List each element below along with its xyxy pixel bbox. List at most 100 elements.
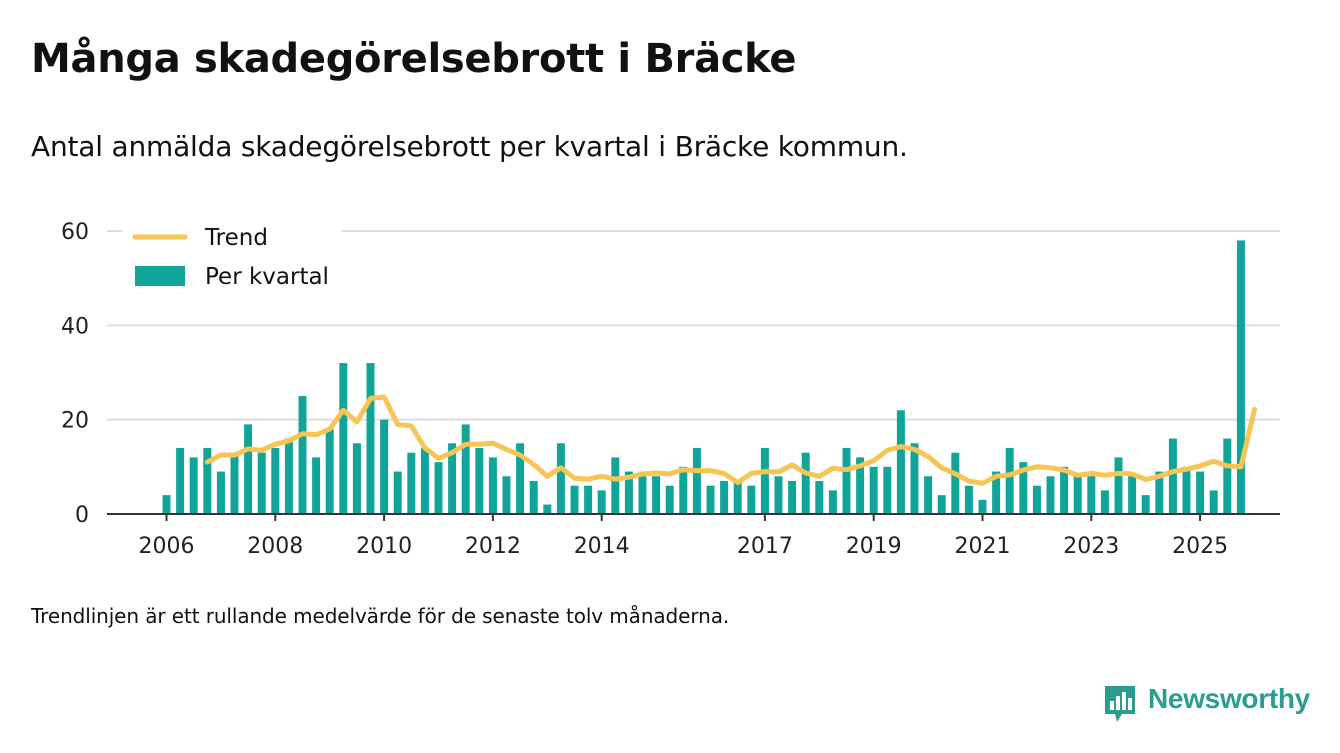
bar xyxy=(815,480,824,514)
bar xyxy=(244,424,253,514)
bar xyxy=(162,495,171,514)
bar xyxy=(1073,476,1082,514)
bar xyxy=(203,447,212,514)
bar xyxy=(543,504,552,514)
bar xyxy=(1128,476,1137,514)
bar xyxy=(1019,462,1028,514)
x-axis-ticks: 2006 2008 2010 2012 2014 2017 2019 2021 2023 2025 xyxy=(139,514,1228,559)
bar xyxy=(1032,485,1041,514)
bar xyxy=(801,452,810,514)
x-tick-label: 2014 xyxy=(574,534,630,559)
bar xyxy=(951,452,960,514)
bar xyxy=(298,396,307,514)
bar xyxy=(230,452,239,514)
bar xyxy=(611,457,620,514)
bar xyxy=(828,490,837,514)
bar xyxy=(856,457,865,514)
bar xyxy=(597,490,606,514)
trend-line xyxy=(204,394,1257,486)
y-tick-label: 40 xyxy=(61,314,89,339)
y-tick-label: 0 xyxy=(75,503,89,528)
x-tick-label: 2021 xyxy=(955,534,1011,559)
bar xyxy=(420,447,429,514)
legend-bar-swatch xyxy=(135,266,185,286)
newsworthy-logo: Newsworthy xyxy=(1103,683,1313,725)
bar xyxy=(760,447,769,514)
bar xyxy=(964,485,973,514)
bar xyxy=(665,485,674,514)
legend: Trend Per kvartal xyxy=(122,222,342,298)
bar xyxy=(842,447,851,514)
bar xyxy=(516,443,525,514)
legend-trend-label: Trend xyxy=(204,225,268,251)
bar xyxy=(1046,476,1055,514)
bar xyxy=(393,471,402,514)
legend-bar-label: Per kvartal xyxy=(205,264,329,290)
y-axis-ticks: 0 20 40 60 xyxy=(61,220,89,528)
bar xyxy=(584,485,593,514)
bar xyxy=(434,462,443,514)
x-tick-label: 2010 xyxy=(356,534,412,559)
bar xyxy=(189,457,198,514)
bar xyxy=(692,447,701,514)
chart: 0 20 40 60 2006 2008 2010 2012 2014 2017 2019 2021… xyxy=(61,220,1280,559)
bar xyxy=(624,471,633,514)
bar xyxy=(788,480,797,514)
bar xyxy=(1005,447,1014,514)
bar xyxy=(271,447,280,514)
bar xyxy=(1100,490,1109,514)
bar xyxy=(448,443,457,514)
bar xyxy=(1182,466,1191,514)
y-tick-label: 60 xyxy=(61,220,89,245)
x-tick-label: 2012 xyxy=(465,534,521,559)
bar xyxy=(284,438,293,514)
bar xyxy=(380,419,389,514)
bar xyxy=(475,447,484,514)
bar xyxy=(1223,438,1232,514)
bar xyxy=(556,443,565,514)
bar xyxy=(774,476,783,514)
bar xyxy=(869,466,878,514)
bar xyxy=(1236,240,1245,514)
x-tick-label: 2025 xyxy=(1172,534,1228,559)
footnote: Trendlinjen är ett rullande medelvärde f… xyxy=(31,604,730,628)
bar xyxy=(733,480,742,514)
bar-series xyxy=(162,240,1245,514)
bar xyxy=(638,476,647,514)
newsworthy-logo-icon xyxy=(1105,686,1135,722)
bar xyxy=(176,447,185,514)
bar xyxy=(1114,457,1123,514)
bar xyxy=(570,485,579,514)
x-tick-label: 2023 xyxy=(1063,534,1119,559)
bar xyxy=(910,443,919,514)
bar xyxy=(1141,495,1150,514)
x-tick-label: 2019 xyxy=(846,534,902,559)
bar xyxy=(992,471,1001,514)
chart-title: Många skadegörelsebrott i Bräcke xyxy=(31,36,797,82)
bar xyxy=(407,452,416,514)
chart-subtitle: Antal anmälda skadegörelsebrott per kvar… xyxy=(31,130,908,163)
bar xyxy=(352,443,361,514)
bar xyxy=(325,429,334,514)
x-tick-label: 2008 xyxy=(247,534,303,559)
bar xyxy=(1209,490,1218,514)
bar xyxy=(216,471,225,514)
bar xyxy=(461,424,470,514)
bar xyxy=(883,466,892,514)
bar xyxy=(1087,476,1096,514)
bar xyxy=(1060,466,1069,514)
bar xyxy=(366,363,375,514)
bar xyxy=(924,476,933,514)
bar xyxy=(720,480,729,514)
bar xyxy=(257,452,266,514)
newsworthy-logo-text: Newsworthy xyxy=(1148,683,1310,714)
bar xyxy=(679,466,688,514)
y-tick-label: 20 xyxy=(61,409,89,434)
bar xyxy=(1168,438,1177,514)
bar xyxy=(747,485,756,514)
bar xyxy=(896,410,905,514)
bar xyxy=(1196,471,1205,514)
x-tick-label: 2006 xyxy=(139,534,195,559)
bar xyxy=(502,476,511,514)
bar xyxy=(1155,471,1164,514)
